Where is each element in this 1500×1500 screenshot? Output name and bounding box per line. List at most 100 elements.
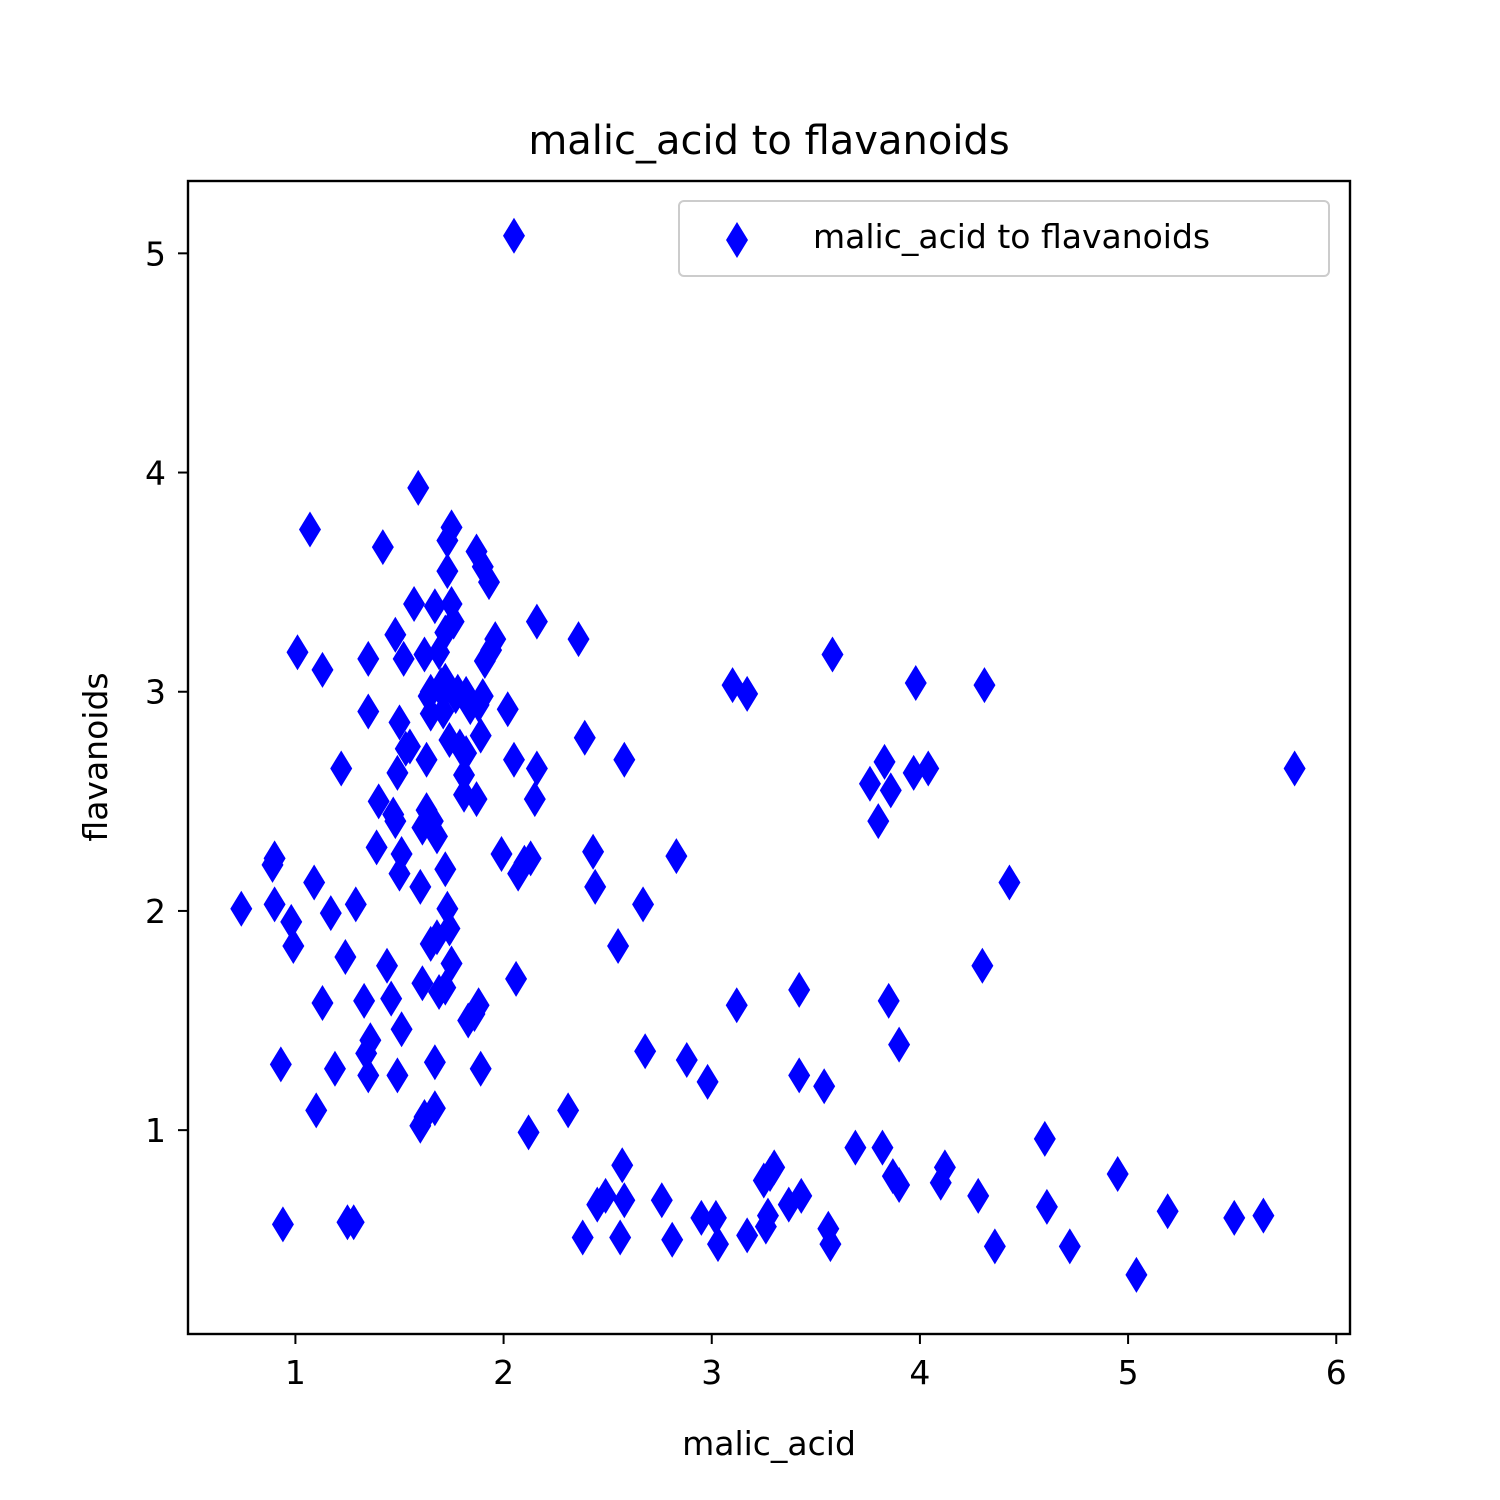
data-point — [367, 783, 390, 820]
data-point — [263, 886, 286, 923]
data-point — [788, 971, 811, 1008]
data-point — [342, 1204, 365, 1241]
data-point — [425, 818, 448, 855]
data-point — [983, 1228, 1006, 1265]
data-point — [736, 1217, 759, 1254]
data-point — [632, 886, 655, 923]
data-point — [967, 1177, 990, 1214]
data-point — [998, 864, 1021, 901]
data-point — [675, 1041, 698, 1078]
data-point — [434, 851, 457, 888]
legend-marker-diamond-icon — [726, 222, 748, 258]
data-point — [904, 664, 927, 701]
data-point — [384, 803, 407, 840]
data-point — [392, 640, 415, 677]
data-point — [973, 667, 996, 704]
data-point — [484, 621, 507, 658]
data-point — [469, 1050, 492, 1087]
data-point — [567, 621, 590, 658]
data-point — [502, 217, 525, 254]
data-point — [388, 704, 411, 741]
data-point — [359, 1022, 382, 1059]
data-point — [844, 1129, 867, 1166]
data-point — [690, 1199, 713, 1236]
data-point — [390, 835, 413, 872]
data-point — [613, 1182, 636, 1219]
data-point — [419, 695, 442, 732]
legend-entry-label: malic_acid to flavanoids — [813, 217, 1210, 256]
data-point — [305, 1092, 328, 1129]
data-point — [357, 640, 380, 677]
data-point — [725, 987, 748, 1024]
data-point — [696, 1063, 719, 1100]
x-tick-label: 1 — [285, 1353, 306, 1392]
data-point — [311, 651, 334, 688]
data-point — [505, 960, 528, 997]
data-point — [756, 1197, 779, 1234]
data-point — [413, 636, 436, 673]
data-point — [557, 1092, 580, 1129]
data-point — [467, 987, 490, 1024]
y-axis: 1 2 3 4 5 — [145, 234, 188, 1150]
x-tick-label: 5 — [1118, 1353, 1139, 1392]
data-point — [813, 1068, 836, 1105]
data-point — [1106, 1155, 1129, 1192]
data-point — [334, 938, 357, 975]
data-point — [263, 840, 286, 877]
data-point — [453, 757, 476, 794]
x-axis-label: malic_acid — [682, 1424, 856, 1463]
data-point — [571, 1219, 594, 1256]
y-tick-label: 2 — [145, 892, 166, 931]
data-point — [496, 691, 519, 728]
axes-frame — [186, 179, 1352, 1336]
data-point — [403, 586, 426, 623]
data-points — [230, 217, 1306, 1293]
data-point — [407, 469, 430, 506]
data-point — [902, 754, 925, 791]
data-point — [280, 903, 303, 940]
data-point — [271, 1206, 294, 1243]
data-point — [584, 868, 607, 905]
data-point — [573, 719, 596, 756]
data-point — [398, 728, 421, 765]
data-point — [282, 928, 305, 965]
data-point — [873, 743, 896, 780]
data-point — [386, 754, 409, 791]
legend-box — [678, 200, 1330, 277]
data-point — [661, 1221, 684, 1258]
data-point — [611, 1147, 634, 1184]
data-point — [1223, 1199, 1246, 1236]
data-point — [411, 965, 434, 1002]
data-point — [706, 1226, 729, 1263]
data-point — [353, 982, 376, 1019]
data-point — [1252, 1197, 1275, 1234]
data-point — [1058, 1228, 1081, 1265]
data-point — [423, 588, 446, 625]
data-point — [1035, 1188, 1058, 1225]
data-point — [525, 603, 548, 640]
data-point — [311, 985, 334, 1022]
data-point — [490, 835, 513, 872]
data-point — [917, 750, 940, 787]
data-point — [519, 840, 542, 877]
data-point — [438, 910, 461, 947]
data-point — [858, 765, 881, 802]
data-point — [582, 833, 605, 870]
y-tick-label: 1 — [145, 1111, 166, 1150]
data-point — [613, 741, 636, 778]
data-point — [298, 511, 321, 548]
data-point — [1283, 750, 1306, 787]
x-tick-label: 2 — [493, 1353, 514, 1392]
data-point — [365, 829, 388, 866]
data-point — [763, 1149, 786, 1186]
data-point — [877, 982, 900, 1019]
x-axis: 1 2 3 4 5 6 — [285, 1334, 1347, 1392]
chart-title: malic_acid to flavanoids — [528, 118, 1009, 164]
data-point — [269, 1046, 292, 1083]
y-tick-label: 4 — [145, 454, 166, 493]
data-point — [871, 1129, 894, 1166]
data-point — [286, 634, 309, 671]
data-point — [594, 1177, 617, 1214]
y-tick-label: 3 — [145, 673, 166, 712]
